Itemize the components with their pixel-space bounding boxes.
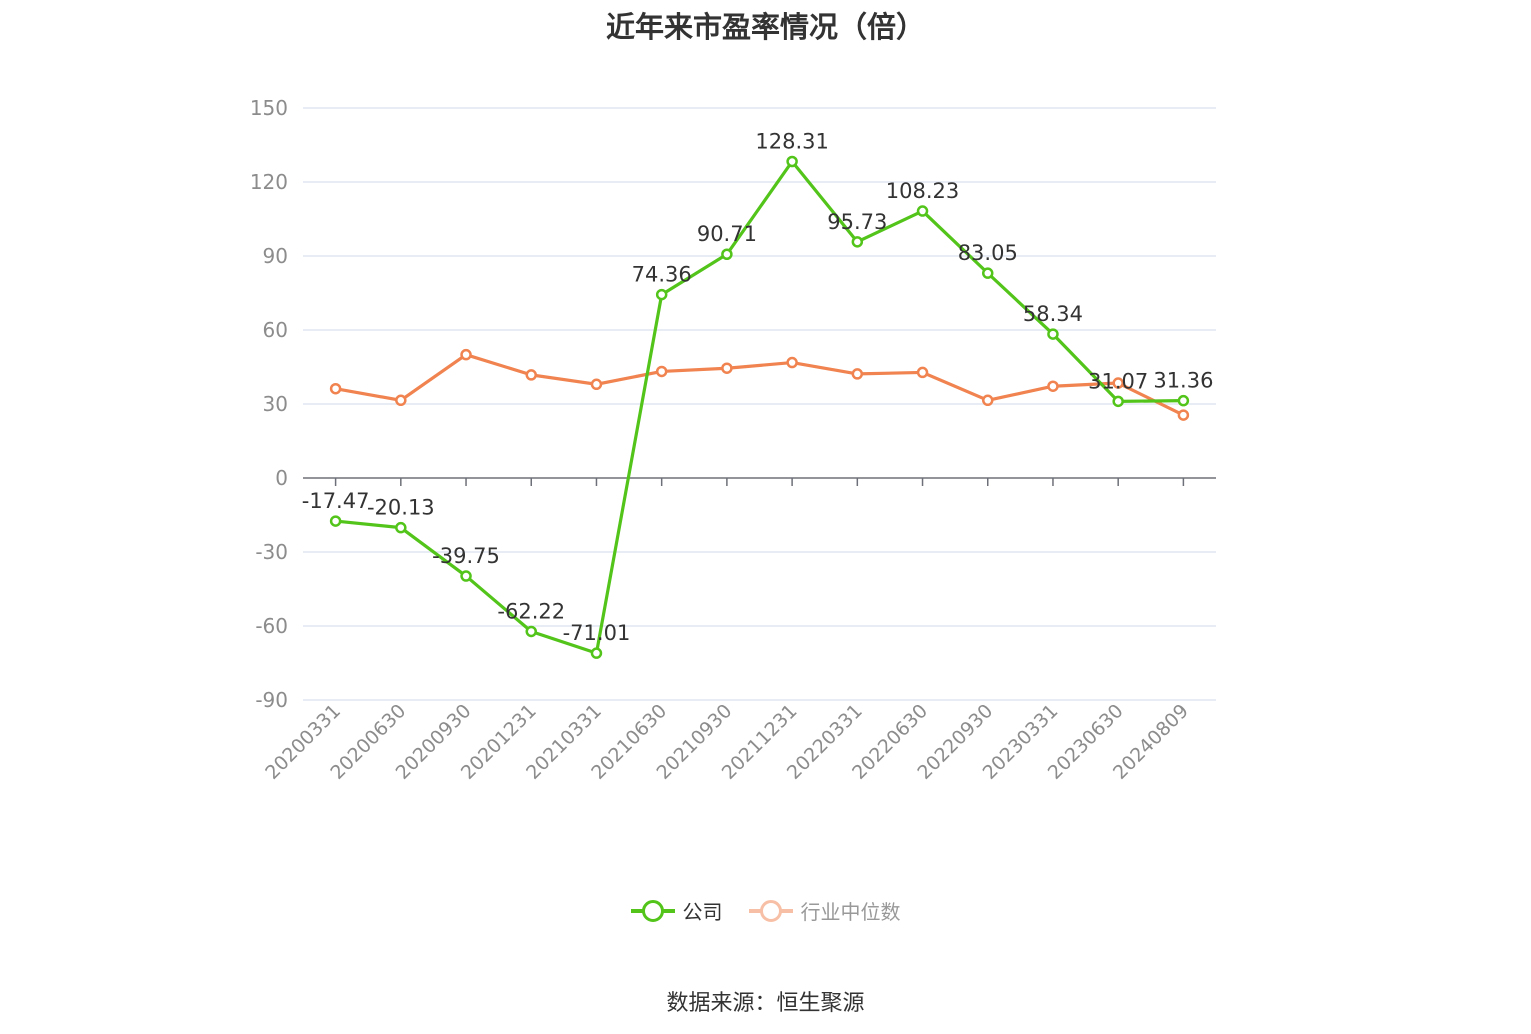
- data-label-company: 74.36: [632, 263, 692, 287]
- y-tick-label: -90: [255, 688, 288, 712]
- data-point-company[interactable]: [395, 521, 407, 534]
- data-labels: -17.47-20.13 -39.75 -62.22-71.01 74.3690.71…: [302, 130, 1214, 646]
- data-point-industry-median[interactable]: [395, 394, 407, 407]
- data-label-company: -39.75: [432, 544, 500, 568]
- data-point-company[interactable]: [851, 236, 864, 248]
- data-label-company: 108.23: [886, 179, 959, 203]
- data-point-company[interactable]: [460, 570, 472, 582]
- data-point-industry-median[interactable]: [721, 362, 733, 374]
- y-tick-label: 90: [263, 244, 288, 268]
- y-tick-label: 30: [263, 392, 288, 416]
- legend-item-company[interactable]: 公司: [630, 896, 723, 925]
- data-point-company[interactable]: [786, 155, 798, 168]
- data-label-company: 95.73: [827, 210, 887, 234]
- y-tick-label: 120: [250, 170, 288, 194]
- data-label-company: -17.47: [302, 489, 370, 513]
- data-label-company: 128.31: [755, 130, 828, 154]
- chart-title: 近年来市盈率情况（倍）: [605, 10, 925, 44]
- legend: 公司 行业中位数: [0, 896, 1531, 925]
- data-point-industry-median[interactable]: [851, 368, 864, 380]
- y-tick-label: -60: [255, 614, 288, 638]
- legend-company-dot: [641, 899, 664, 922]
- y-tick-label: -30: [255, 540, 288, 564]
- legend-company-label: 公司: [682, 900, 723, 924]
- data-label-company: -71.01: [563, 621, 631, 645]
- data-point-industry-median[interactable]: [1047, 380, 1059, 392]
- data-point-industry-median[interactable]: [1112, 377, 1124, 389]
- series-layer: [329, 155, 1190, 659]
- data-point-company[interactable]: [329, 515, 342, 527]
- data-point-industry-median[interactable]: [786, 356, 798, 369]
- data-point-company[interactable]: [1047, 328, 1059, 340]
- legend-item-industry-median[interactable]: 行业中位数: [748, 896, 901, 925]
- y-tick-label: 60: [263, 318, 288, 342]
- series-line-industry-median: [335, 353, 1185, 417]
- legend-industry-icon: [748, 899, 793, 923]
- y-axis: 150 120 90 60 30 0 -30 -60 -90: [250, 96, 288, 712]
- y-tick-label: 0: [275, 466, 288, 490]
- data-point-company[interactable]: [590, 647, 603, 659]
- data-point-industry-median[interactable]: [982, 394, 994, 407]
- data-point-industry-median[interactable]: [1177, 409, 1190, 421]
- data-point-company[interactable]: [1177, 394, 1190, 407]
- grid-lines: [303, 107, 1216, 701]
- data-label-company: 58.34: [1023, 302, 1083, 326]
- legend-industry-label: 行业中位数: [800, 900, 901, 924]
- series-line-company: [335, 159, 1184, 655]
- data-point-company[interactable]: [982, 267, 994, 279]
- data-point-industry-median[interactable]: [590, 378, 603, 391]
- data-label-company: 83.05: [958, 241, 1018, 265]
- data-label-company: 31.36: [1153, 369, 1213, 393]
- data-label-company: 31.07: [1088, 369, 1148, 393]
- data-point-industry-median[interactable]: [460, 348, 472, 361]
- legend-company-icon: [630, 899, 675, 923]
- data-point-company[interactable]: [655, 288, 668, 301]
- data-point-industry-median[interactable]: [655, 365, 668, 378]
- data-point-industry-median[interactable]: [525, 369, 537, 381]
- data-point-industry-median[interactable]: [329, 382, 342, 395]
- data-label-company: 90.71: [697, 222, 757, 246]
- data-label-company: -20.13: [367, 496, 435, 520]
- data-point-company[interactable]: [916, 205, 929, 217]
- data-point-company[interactable]: [721, 248, 733, 260]
- y-tick-label: 150: [250, 96, 288, 120]
- legend-industry-dot: [759, 899, 782, 922]
- data-label-company: -62.22: [497, 599, 565, 623]
- data-point-company[interactable]: [525, 625, 537, 638]
- data-point-industry-median[interactable]: [916, 366, 929, 379]
- data-point-company[interactable]: [1112, 395, 1124, 408]
- source-note: 数据来源：恒生聚源: [666, 991, 865, 1016]
